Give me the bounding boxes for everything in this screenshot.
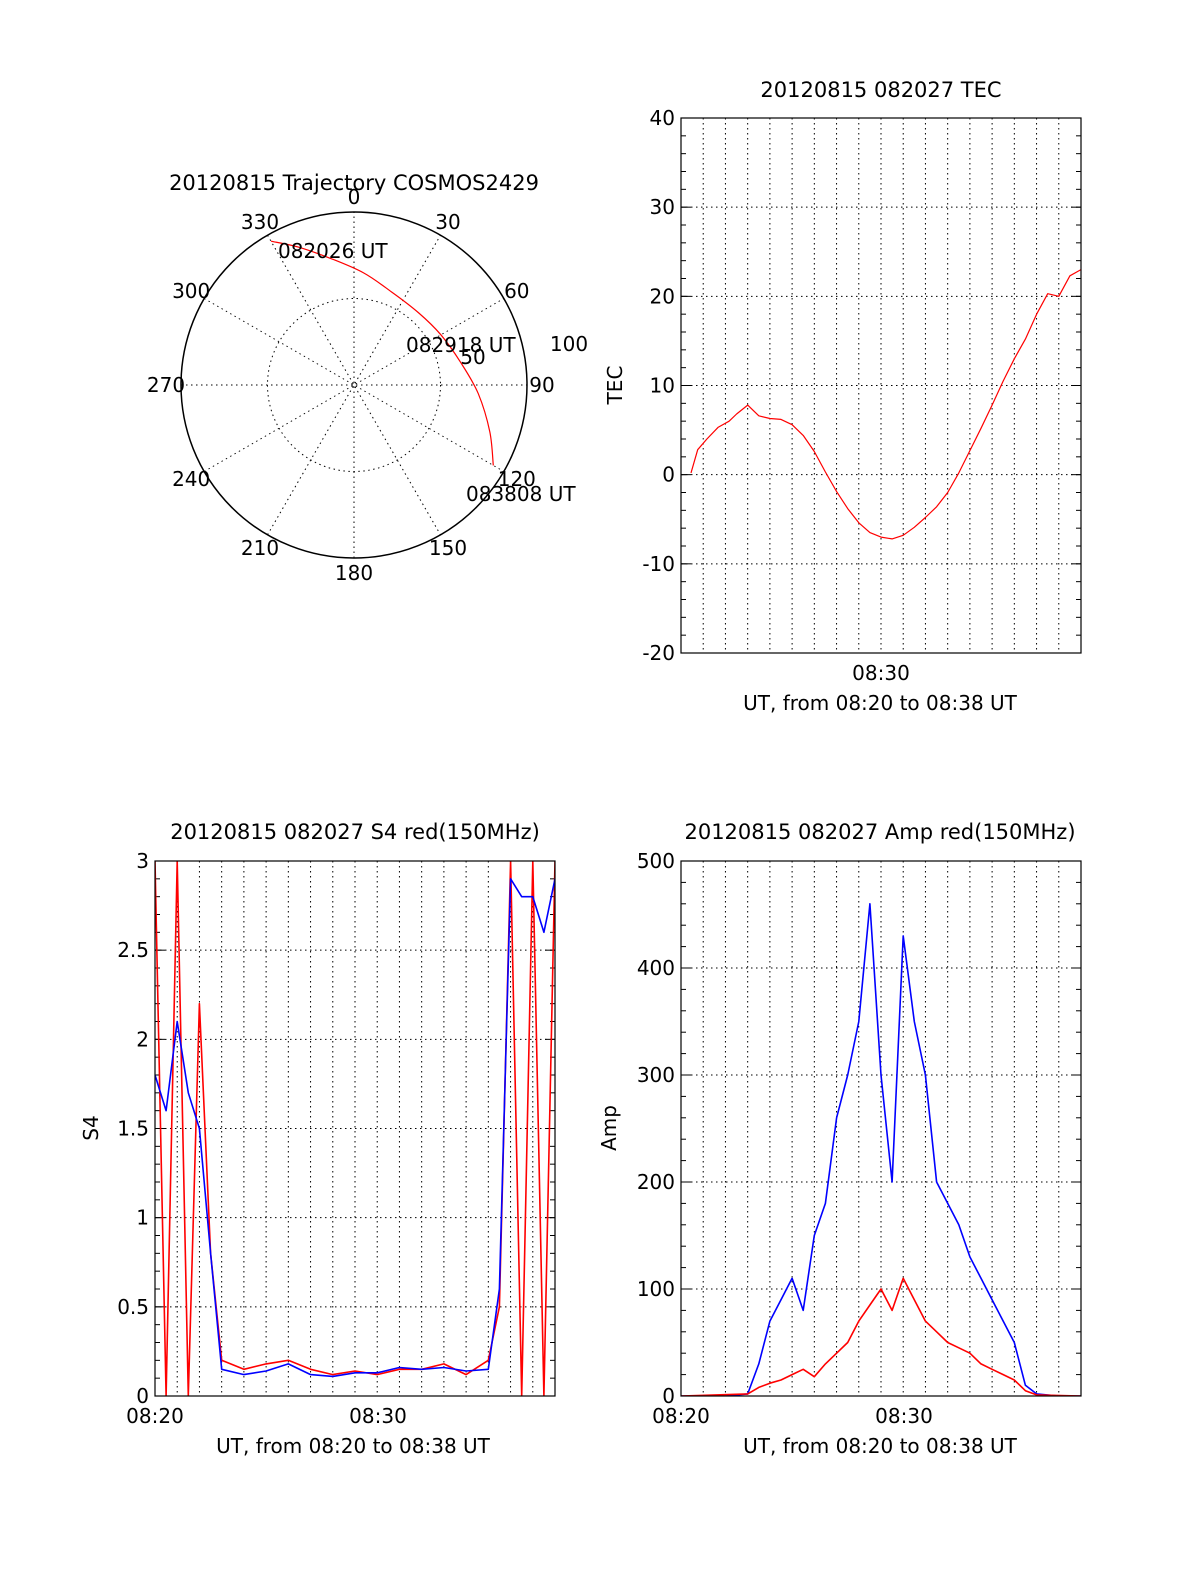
y-tick-label: 1 [136, 1206, 149, 1230]
trajectory-end-label: 083808 UT [466, 482, 576, 506]
s4-xlabel: UT, from 08:20 to 08:38 UT [216, 1434, 491, 1458]
tec-title: 20120815 082027 TEC [760, 78, 1001, 102]
amp-xlabel: UT, from 08:20 to 08:38 UT [743, 1434, 1018, 1458]
plot-frame [680, 860, 1082, 1397]
polar-angle-label: 30 [435, 210, 460, 234]
tec-xlabel: UT, from 08:20 to 08:38 UT [743, 691, 1018, 715]
x-tick-label: 08:30 [852, 661, 910, 685]
y-tick-label: 200 [637, 1170, 675, 1194]
trajectory-start-label: 082026 UT [278, 239, 388, 263]
polar-radial-label-100: 100 [550, 332, 588, 356]
plot-frame [154, 860, 556, 1397]
polar-angle-label: 60 [504, 279, 529, 303]
amp-ylabel: Amp [597, 1105, 621, 1151]
y-tick-label: 0 [136, 1384, 149, 1408]
y-tick-label: 0 [662, 463, 675, 487]
polar-angle-label: 90 [529, 373, 554, 397]
x-tick-label: 08:30 [349, 1404, 407, 1428]
amp-title: 20120815 082027 Amp red(150MHz) [684, 820, 1075, 844]
series-line-red [690, 269, 1081, 540]
y-tick-label: 0.5 [117, 1295, 149, 1319]
polar-angle-label: 270 [147, 373, 185, 397]
s4-title: 20120815 082027 S4 red(150MHz) [170, 820, 540, 844]
y-tick-label: 2 [136, 1027, 149, 1051]
s4-panel: 20120815 082027 S4 red(150MHz) S4 UT, fr… [79, 820, 556, 1458]
trajectory-line [270, 240, 494, 466]
y-tick-label: -20 [642, 641, 675, 665]
polar-radial-label-50: 50 [460, 345, 485, 369]
polar-angle-label: 120 [498, 467, 536, 491]
polar-angle-label: 210 [241, 536, 279, 560]
y-tick-label: 3 [136, 849, 149, 873]
plot-frame [680, 117, 1082, 654]
y-tick-label: 1.5 [117, 1117, 149, 1141]
y-tick-label: 40 [650, 106, 675, 130]
y-tick-label: 100 [637, 1277, 675, 1301]
polar-panel: 20120815 Trajectory COSMOS2429 0 30 60 90 12… [147, 171, 588, 585]
polar-angle-labels: 0 30 60 90 120 150 180 210 240 270 300 330 [147, 185, 555, 585]
amp-panel: 20120815 082027 Amp red(150MHz) Amp UT, … [597, 820, 1082, 1458]
series-line-red [681, 1277, 1081, 1396]
y-tick-label: 30 [650, 195, 675, 219]
polar-angle-label: 180 [335, 561, 373, 585]
polar-angle-label: 300 [172, 279, 210, 303]
tec-ylabel: TEC [603, 366, 627, 406]
y-tick-label: 20 [650, 284, 675, 308]
x-tick-label: 08:20 [652, 1404, 710, 1428]
tec-panel: 20120815 082027 TEC TEC UT, from 08:20 t… [603, 78, 1082, 715]
y-tick-label: 300 [637, 1063, 675, 1087]
y-tick-label: -10 [642, 552, 675, 576]
polar-angle-label: 240 [172, 467, 210, 491]
polar-angle-label: 150 [429, 536, 467, 560]
s4-ylabel: S4 [79, 1115, 103, 1140]
y-tick-label: 10 [650, 374, 675, 398]
series-line-blue [681, 903, 1081, 1396]
series-line-red [155, 861, 555, 1396]
y-tick-label: 2.5 [117, 938, 149, 962]
trajectory-mid-label: 082918 UT [406, 333, 516, 357]
y-tick-label: 400 [637, 956, 675, 980]
polar-angle-label: 330 [241, 210, 279, 234]
y-tick-label: 0 [662, 1384, 675, 1408]
polar-title: 20120815 Trajectory COSMOS2429 [169, 171, 539, 195]
y-tick-label: 500 [637, 849, 675, 873]
x-tick-label: 08:20 [126, 1404, 184, 1428]
series-line-blue [155, 878, 555, 1378]
polar-angle-label: 0 [348, 185, 361, 209]
x-tick-label: 08:30 [875, 1404, 933, 1428]
